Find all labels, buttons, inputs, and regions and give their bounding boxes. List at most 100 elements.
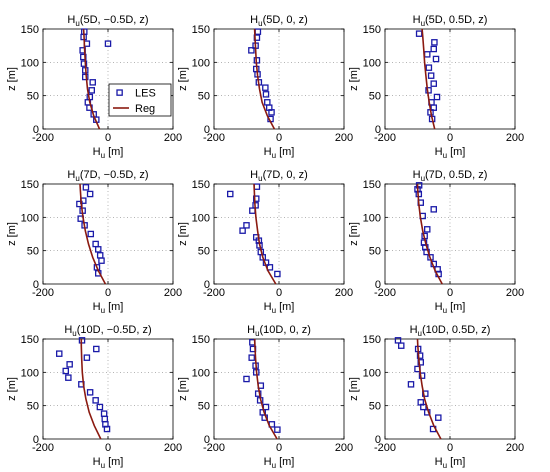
y-tick-label: 0 [204,434,210,446]
les-point [66,361,73,368]
xlabel-rest: [m] [105,456,123,468]
title-main: H [250,169,258,181]
les-point [239,227,246,234]
les-point [430,80,437,87]
legend-marker-les [116,89,123,96]
les-point [407,381,415,388]
les-point [243,222,250,229]
x-axis-label: Hu [m] [435,301,466,315]
x-tick-label: 200 [164,287,182,299]
y-tick-label: 50 [27,246,39,258]
xlabel-subscript: u [443,461,447,470]
y-tick-label: 100 [21,212,39,224]
les-point [262,403,270,411]
x-tick-label: 0 [447,132,453,144]
legend-box [108,83,172,117]
les-point [416,352,424,359]
title-rest: (7D, 0, z) [263,169,308,181]
y-tick-label: 100 [21,57,39,69]
y-tick-label: 150 [192,179,210,191]
les-point [88,87,96,94]
les-point [417,359,424,366]
les-point [248,47,255,54]
x-tick-label: 0 [276,287,282,299]
xlabel-subscript: u [272,306,276,315]
title-main: H [67,169,75,181]
les-point [274,270,281,278]
les-point [254,28,262,35]
x-axis-label: Hu [m] [264,301,295,315]
x-tick-label: 200 [164,132,182,144]
subplot-title: Hu(10D, 0.5D, z) [410,324,491,338]
xlabel-subscript: u [101,151,105,160]
les-point [104,40,112,47]
y-tick-label: 50 [198,91,210,103]
les-point [431,39,438,46]
les-point [56,350,63,357]
les-point [415,30,423,37]
xlabel-main: H [93,146,101,158]
les-point [83,354,91,361]
les-point [98,257,105,264]
les-point [430,206,437,213]
title-rest: (10D, 0, z) [260,324,311,336]
y-tick-label: 100 [363,57,381,69]
les-point [423,51,431,58]
y-tick-label: 50 [27,91,39,103]
y-tick-label: 100 [363,212,381,224]
legend-label-les: LES [135,88,156,100]
x-tick-label: -200 [32,132,54,144]
title-subscript: u [75,19,79,28]
title-main: H [250,14,258,26]
les-point [249,207,256,214]
xlabel-main: H [435,146,443,158]
les-point [253,183,261,190]
les-point [422,390,429,397]
reg-curve [253,28,276,130]
reg-curve [82,28,101,130]
les-point [96,252,104,259]
title-subscript: u [421,19,425,28]
x-tick-label: -200 [203,287,225,299]
xlabel-subscript: u [101,461,105,470]
title-subscript: u [258,19,262,28]
reg-curve [421,28,436,130]
x-tick-label: -200 [374,132,396,144]
les-point [418,372,426,379]
x-tick-label: 200 [335,132,353,144]
title-rest: (7D, −0.5D, z) [80,169,149,181]
xlabel-main: H [435,456,443,468]
xlabel-rest: [m] [447,146,465,158]
les-point [252,195,260,202]
subplot-title: Hu(10D, −0.5D, z) [64,324,151,338]
xlabel-main: H [93,456,101,468]
title-main: H [410,324,418,336]
y-axis-label: z [m] [348,377,360,401]
les-point [82,73,89,81]
x-tick-label: 200 [164,442,182,454]
y-tick-label: 50 [198,246,210,258]
x-tick-label: 0 [105,287,111,299]
xlabel-rest: [m] [105,301,123,313]
les-point [397,342,405,349]
les-point [423,226,431,233]
x-tick-label: 200 [506,132,524,144]
xlabel-rest: [m] [105,146,123,158]
x-tick-label: 0 [447,287,453,299]
les-point [262,84,269,91]
les-point [93,264,101,271]
y-tick-label: 100 [21,367,39,379]
xlabel-main: H [93,301,101,313]
y-tick-label: 0 [33,279,39,291]
title-main: H [64,324,72,336]
y-tick-label: 100 [192,57,210,69]
title-subscript: u [72,329,76,338]
reg-curve [253,183,277,285]
y-axis-label: z [m] [348,222,360,246]
xlabel-main: H [435,301,443,313]
legend-label-reg: Reg [135,103,155,115]
y-tick-label: 150 [21,24,39,36]
